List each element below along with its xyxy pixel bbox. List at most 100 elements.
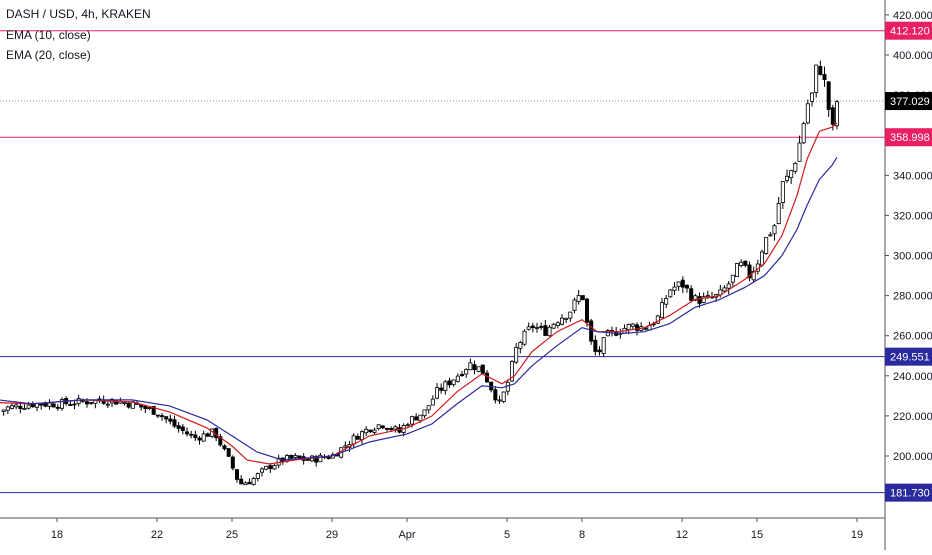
candle[interactable] <box>168 418 173 422</box>
candle[interactable] <box>47 402 52 407</box>
candle[interactable] <box>780 181 785 203</box>
candle[interactable] <box>351 435 356 445</box>
candle[interactable] <box>797 142 802 162</box>
candle[interactable] <box>151 405 156 415</box>
candle[interactable] <box>14 404 19 408</box>
candle[interactable] <box>730 274 735 283</box>
candle[interactable] <box>51 403 56 408</box>
candle[interactable] <box>764 236 769 254</box>
candle[interactable] <box>39 403 44 406</box>
candle[interactable] <box>193 434 198 439</box>
candle[interactable] <box>305 458 310 461</box>
candle[interactable] <box>5 406 10 411</box>
candle[interactable] <box>422 409 427 417</box>
candle[interactable] <box>451 379 456 385</box>
candle[interactable] <box>726 283 731 289</box>
candle[interactable] <box>72 403 77 406</box>
candle[interactable] <box>376 424 381 430</box>
candle[interactable] <box>810 92 815 102</box>
candle[interactable] <box>276 457 281 466</box>
candle[interactable] <box>835 101 840 127</box>
candle[interactable] <box>251 478 256 485</box>
candle[interactable] <box>126 402 131 408</box>
candle[interactable] <box>393 426 398 430</box>
candle[interactable] <box>722 287 727 292</box>
candle[interactable] <box>489 381 494 391</box>
candle[interactable] <box>272 465 277 470</box>
candle[interactable] <box>364 428 369 434</box>
candle[interactable] <box>664 298 669 305</box>
candle[interactable] <box>597 349 602 353</box>
candle[interactable] <box>768 234 773 237</box>
candle[interactable] <box>560 317 565 325</box>
candle[interactable] <box>243 482 248 486</box>
candle[interactable] <box>689 288 694 301</box>
candle[interactable] <box>601 337 606 354</box>
candle[interactable] <box>672 286 677 291</box>
candle[interactable] <box>434 387 439 399</box>
candle[interactable] <box>85 401 90 405</box>
candle[interactable] <box>547 326 552 337</box>
candle[interactable] <box>455 375 460 382</box>
candle[interactable] <box>459 374 464 377</box>
candle[interactable] <box>426 405 431 411</box>
candle[interactable] <box>343 445 348 448</box>
candle[interactable] <box>822 74 827 80</box>
candle[interactable] <box>418 414 423 422</box>
candle[interactable] <box>484 372 489 383</box>
candle[interactable] <box>626 323 631 331</box>
candle[interactable] <box>172 419 177 427</box>
candle[interactable] <box>789 170 794 179</box>
candle[interactable] <box>297 455 302 459</box>
candle[interactable] <box>814 64 819 93</box>
candle[interactable] <box>155 414 160 417</box>
candle[interactable] <box>230 456 235 469</box>
candle[interactable] <box>543 325 548 336</box>
candle[interactable] <box>576 295 581 302</box>
candle[interactable] <box>60 399 65 409</box>
candle[interactable] <box>751 270 756 281</box>
candle[interactable] <box>55 406 60 409</box>
candle[interactable] <box>739 261 744 266</box>
candle[interactable] <box>697 296 702 304</box>
candle[interactable] <box>389 428 394 431</box>
candle[interactable] <box>476 366 481 372</box>
candle[interactable] <box>805 103 810 124</box>
candle[interactable] <box>826 81 831 110</box>
candle[interactable] <box>705 295 710 298</box>
candle[interactable] <box>380 425 385 429</box>
candle[interactable] <box>239 478 244 485</box>
candle[interactable] <box>668 289 673 298</box>
candle[interactable] <box>159 415 164 418</box>
candle[interactable] <box>430 398 435 406</box>
candle[interactable] <box>568 311 573 319</box>
candle[interactable] <box>355 436 360 440</box>
candle[interactable] <box>122 402 127 405</box>
candle[interactable] <box>518 341 523 349</box>
candle[interactable] <box>522 330 527 345</box>
candle[interactable] <box>480 364 485 374</box>
candle[interactable] <box>314 456 319 463</box>
candle[interactable] <box>359 431 364 441</box>
candle[interactable] <box>655 315 660 324</box>
candle[interactable] <box>318 454 323 463</box>
candle[interactable] <box>830 107 835 125</box>
candle[interactable] <box>326 457 331 459</box>
candle[interactable] <box>530 325 535 329</box>
candle[interactable] <box>551 323 556 329</box>
candle[interactable] <box>1 409 6 412</box>
candle[interactable] <box>409 416 414 425</box>
candle[interactable] <box>189 433 194 436</box>
candle[interactable] <box>26 404 31 409</box>
candle[interactable] <box>218 436 223 446</box>
candle[interactable] <box>514 346 519 363</box>
candle[interactable] <box>405 424 410 427</box>
candle[interactable] <box>197 437 202 441</box>
candle[interactable] <box>497 399 502 402</box>
candle[interactable] <box>680 279 685 288</box>
candle[interactable] <box>472 364 477 371</box>
candle[interactable] <box>785 175 790 181</box>
candle[interactable] <box>630 323 635 327</box>
candle[interactable] <box>443 381 448 391</box>
